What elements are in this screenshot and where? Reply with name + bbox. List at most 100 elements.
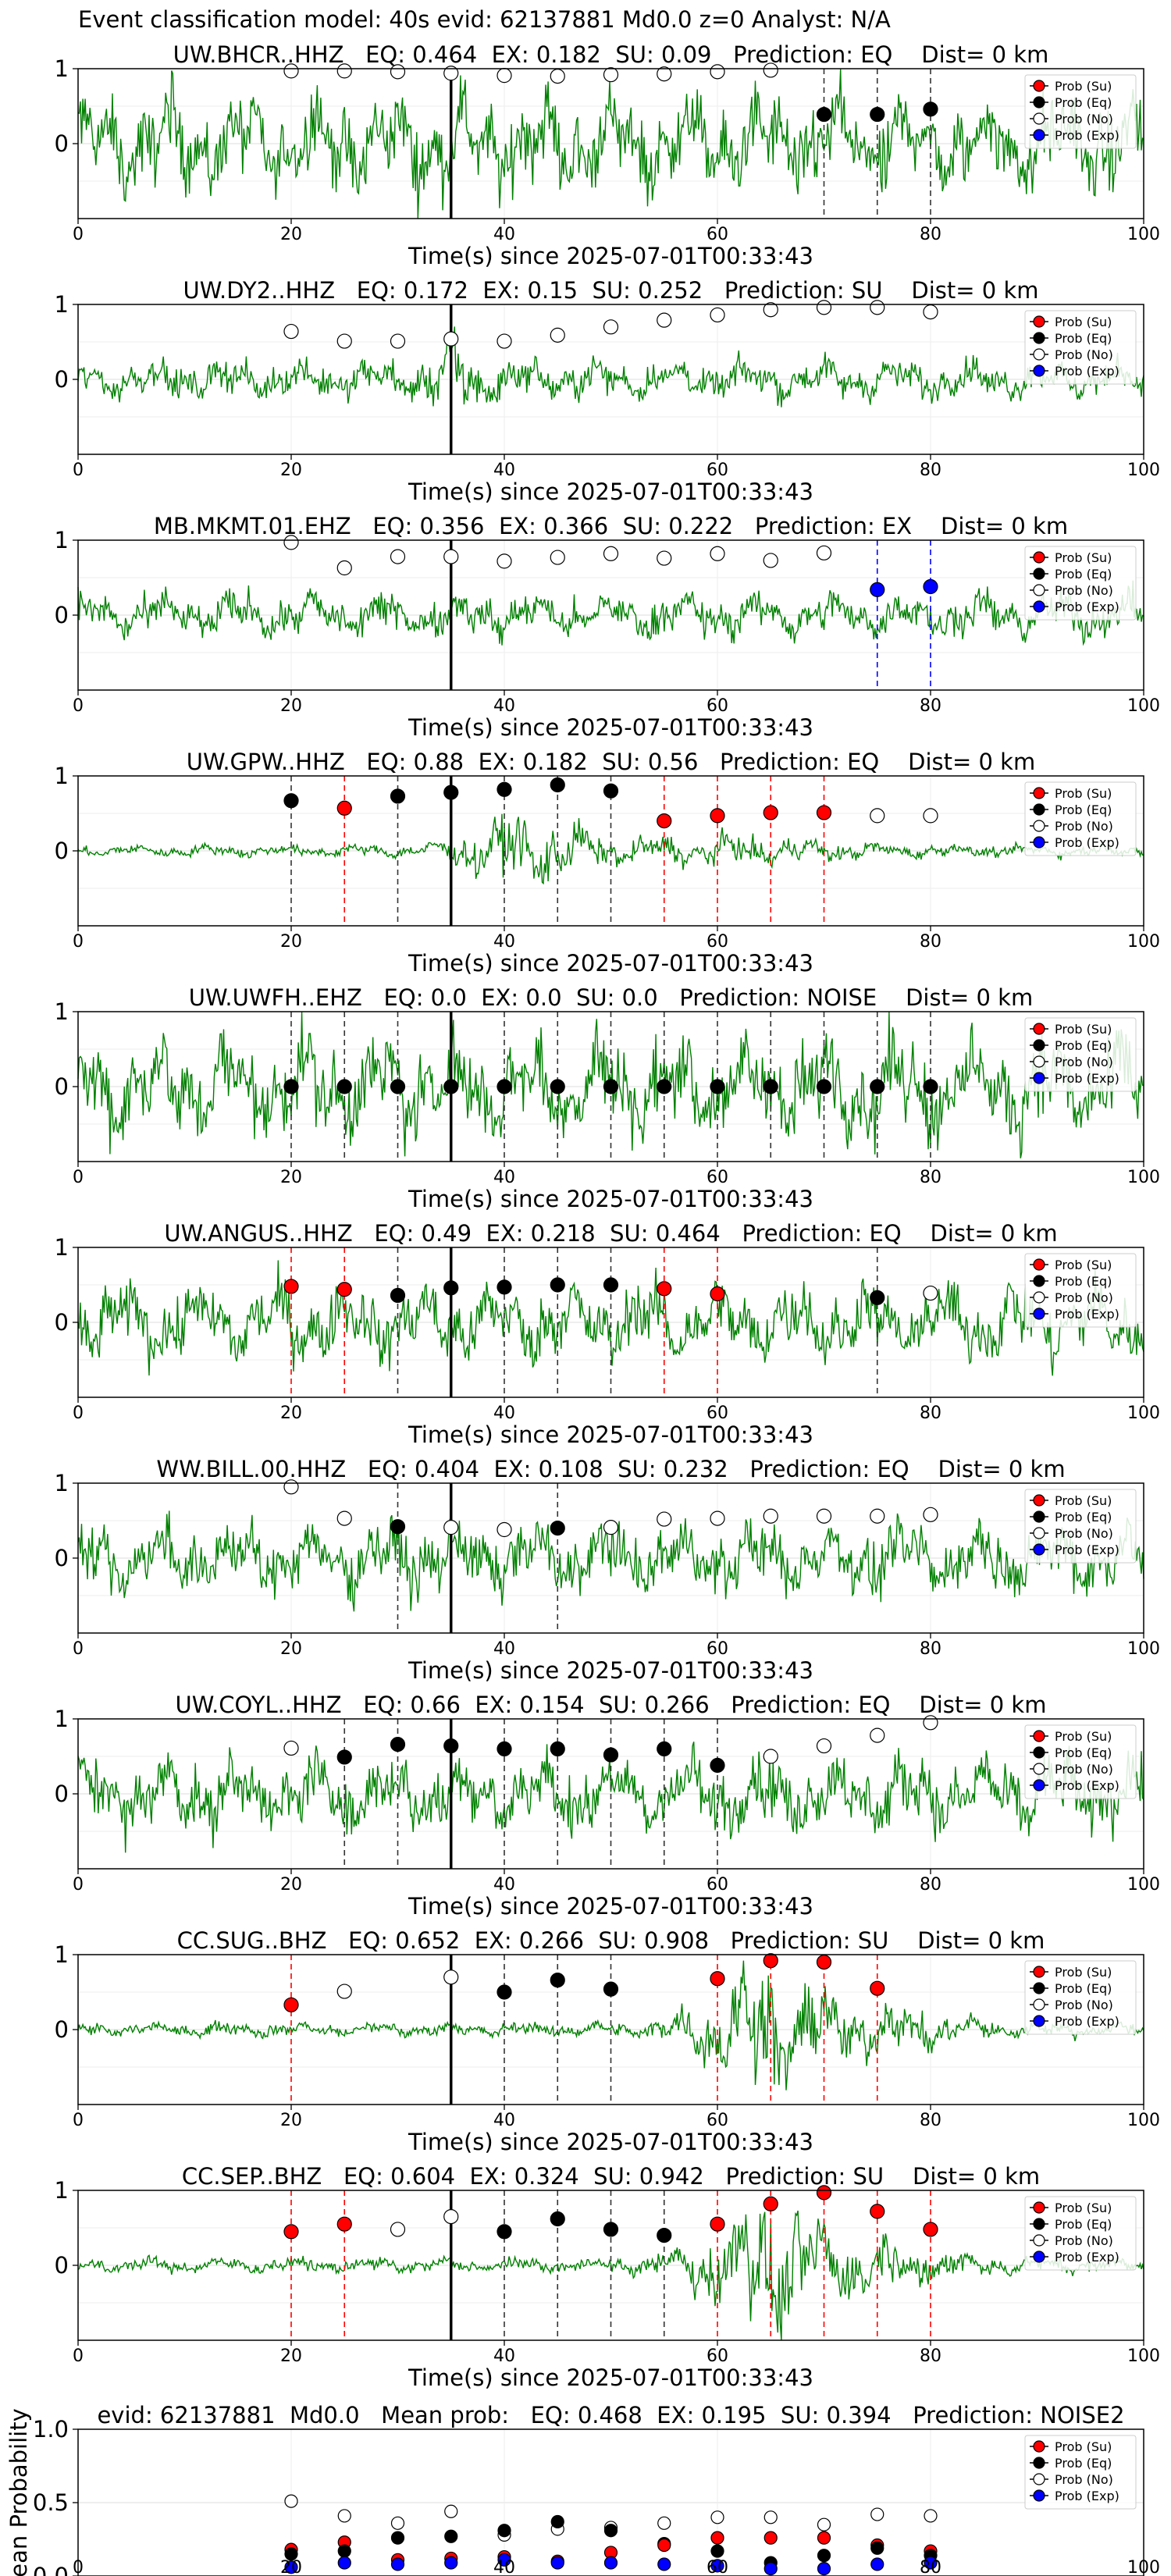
prob-point-no <box>443 1520 459 1535</box>
prob-point-su <box>816 2185 832 2201</box>
prob-point-no <box>923 808 938 824</box>
prob-point-su <box>923 2222 938 2237</box>
x-tick-label: 60 <box>707 1875 728 1895</box>
legend-label-no: Prob (No) <box>1055 1998 1113 2012</box>
prob-point-eq <box>390 2531 405 2545</box>
prob-point-eq <box>390 1287 406 1304</box>
legend-box <box>1024 310 1137 385</box>
legend-label-su: Prob (Su) <box>1055 315 1112 329</box>
legend-marker-eq <box>1033 96 1045 109</box>
x-tick-label: 20 <box>280 225 302 244</box>
prob-point-su <box>657 813 672 829</box>
x-axis-label: Time(s) since 2025-07-01T00:33:43 <box>408 2364 813 2391</box>
x-tick-label: 40 <box>493 1875 515 1895</box>
prob-point-no <box>283 535 299 550</box>
prob-point-eq <box>603 783 619 799</box>
legend-marker-exp <box>1033 1072 1045 1084</box>
prob-point-no <box>550 550 565 565</box>
prob-point-no <box>870 808 885 824</box>
x-tick-label: 60 <box>707 1404 728 1423</box>
panel-4: 0 20 40 60 80 100 0 1 Time(s) since 2025-07-01T0… <box>55 749 1160 977</box>
x-tick-label: 100 <box>1127 1639 1160 1659</box>
legend-label-su: Prob (Su) <box>1055 550 1112 565</box>
legend-marker-eq <box>1033 1039 1045 1051</box>
panel-10: 0 20 40 60 80 100 0 1 Time(s) since 2025-07-01T0… <box>55 2163 1160 2391</box>
prob-point-no <box>497 333 512 349</box>
panel-6: 0 20 40 60 80 100 0 1 Time(s) since 2025-07-01T0… <box>55 1220 1160 1448</box>
legend-marker-no <box>1033 112 1045 125</box>
prob-point-no <box>816 545 832 560</box>
prob-point-no <box>603 1520 619 1535</box>
x-tick-label: 40 <box>493 1404 515 1423</box>
x-tick-label: 80 <box>920 225 941 244</box>
prob-point-su <box>710 808 725 824</box>
y-tick-label: 0 <box>55 1781 69 1807</box>
legend-label-eq: Prob (Eq) <box>1055 1274 1112 1289</box>
legend-marker-su <box>1033 1023 1045 1035</box>
prob-point-no <box>603 546 619 561</box>
prob-point-su <box>336 800 352 816</box>
legend-label-eq: Prob (Eq) <box>1055 1745 1112 1760</box>
legend-box <box>1024 1960 1137 2035</box>
prob-point-exp <box>923 578 938 595</box>
x-tick-label: 100 <box>1127 696 1160 716</box>
prob-point-eq <box>603 2524 618 2538</box>
prob-point-su <box>870 2204 885 2219</box>
x-tick-label: 0 <box>73 932 84 952</box>
prob-point-no <box>816 1508 832 1524</box>
legend-marker-exp <box>1033 2015 1045 2027</box>
y-tick-label: 1 <box>55 2177 69 2204</box>
legend-label-su: Prob (Su) <box>1055 79 1112 94</box>
prob-point-eq <box>497 1984 512 2000</box>
x-tick-label: 60 <box>707 2111 728 2130</box>
y-tick-label: 1 <box>55 763 69 789</box>
prob-point-su <box>710 2216 725 2232</box>
prob-point-no <box>923 1507 938 1522</box>
prob-point-eq <box>550 777 565 793</box>
prob-point-eq <box>444 2529 458 2543</box>
prob-point-su <box>763 2531 778 2545</box>
legend-label-eq: Prob (Eq) <box>1055 2217 1112 2232</box>
prob-point-no <box>816 1738 832 1754</box>
legend-label-su: Prob (Su) <box>1055 786 1112 801</box>
x-tick-label: 0 <box>73 2558 84 2576</box>
prob-point-eq <box>336 1749 352 1765</box>
prob-point-no <box>763 62 778 78</box>
x-tick-label: 40 <box>493 1168 515 1187</box>
x-tick-label: 20 <box>280 1639 302 1659</box>
x-tick-label: 100 <box>1127 932 1160 952</box>
legend-marker-su <box>1033 1966 1045 1978</box>
prob-point-eq <box>497 2224 512 2240</box>
x-axis-label: Time(s) since 2025-07-01T00:33:43 <box>408 950 813 977</box>
panel-title: UW.BHCR..HHZ EQ: 0.464 EX: 0.182 SU: 0.0… <box>173 41 1049 68</box>
prob-point-no <box>550 68 565 84</box>
legend-label-su: Prob (Su) <box>1055 2201 1112 2215</box>
prob-point-eq <box>923 101 938 117</box>
prob-point-eq <box>657 1741 672 1756</box>
legend-marker-su <box>1033 315 1045 328</box>
legend-label-exp: Prob (Exp) <box>1055 1778 1119 1793</box>
prob-point-exp <box>817 2562 831 2576</box>
prob-point-no <box>443 331 459 347</box>
prob-point-eq <box>603 1277 619 1293</box>
legend-marker-exp <box>1033 2489 1045 2502</box>
prob-point-no <box>924 2509 938 2523</box>
x-tick-label: 80 <box>920 1168 941 1187</box>
prob-point-exp <box>870 2557 884 2571</box>
prob-point-no <box>443 2209 459 2225</box>
prob-point-no <box>763 1749 778 1764</box>
prob-point-su <box>816 1955 832 1970</box>
x-tick-label: 40 <box>493 2347 515 2366</box>
prob-point-eq <box>550 2514 564 2529</box>
panel-9: 0 20 40 60 80 100 0 1 Time(s) since 2025-07-01T0… <box>55 1927 1160 2155</box>
legend-label-exp: Prob (Exp) <box>1055 600 1119 614</box>
prob-point-eq <box>763 1079 778 1094</box>
y-tick-label: 0 <box>55 602 69 628</box>
prob-point-su <box>763 1953 778 1969</box>
x-tick-label: 80 <box>920 1875 941 1895</box>
prob-point-no <box>497 68 512 84</box>
panel-title: WW.BILL.00.HHZ EQ: 0.404 EX: 0.108 SU: 0… <box>156 1456 1065 1482</box>
x-axis-label: Time(s) since 2025-07-01T00:33:43 <box>408 1657 813 1684</box>
figure-suptitle: Event classification model: 40s evid: 62… <box>78 6 891 33</box>
prob-point-su <box>336 2216 352 2232</box>
